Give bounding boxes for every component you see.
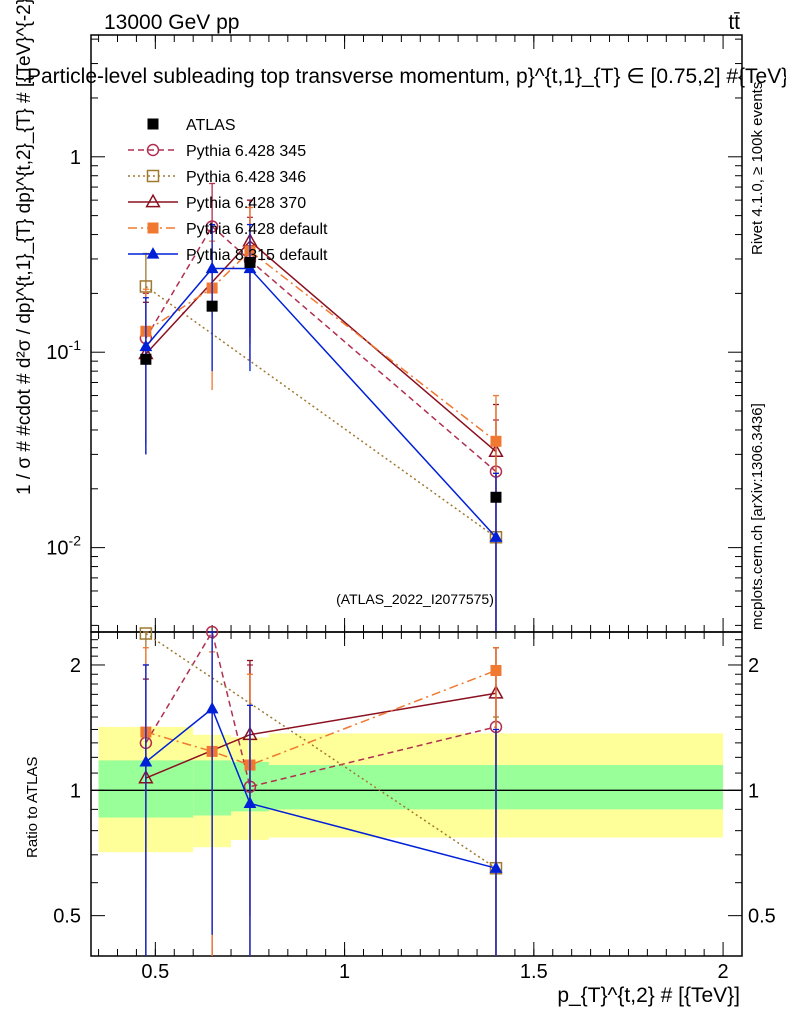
ratio-y-tick-label-right: 0.5 (748, 906, 776, 928)
analysis-id: (ATLAS_2022_I2077575) (336, 591, 494, 607)
legend-label-py8def: Pythia 8.315 default (186, 247, 328, 264)
y-tick-label: 10-2 (46, 533, 81, 560)
ratio-y-tick-label: 0.5 (53, 906, 81, 928)
ratio-point-py8def (243, 796, 257, 809)
ratio-line-py345 (145, 630, 497, 788)
ratio-line-py8def (145, 707, 497, 869)
chart-labels: 13000 GeV pp tt̄ Particle-level subleadi… (14, 0, 786, 1007)
legend-marker-py346 (146, 169, 160, 183)
x-tick-label: 2 (718, 961, 729, 983)
main-point-atlas (244, 256, 256, 268)
legend-label-py345: Pythia 6.428 345 (186, 143, 306, 160)
main-series-atlas (140, 256, 502, 503)
main-series-py8def (139, 223, 503, 632)
y-tick-label: 10-1 (46, 337, 81, 364)
main-point-py6def (490, 435, 502, 447)
main-line-py346 (145, 285, 497, 538)
legend-label-py370: Pythia 6.428 370 (186, 195, 306, 212)
ratio-point-py6def (490, 664, 502, 676)
ratio-plot-area: 0.5 0.5 1 1 2 2 0.5 1 1.5 2 (53, 625, 776, 983)
legend-marker-atlas (147, 118, 159, 130)
main-series-py346 (139, 252, 503, 632)
rivet-label: Rivet 4.1.0, ≥ 100k events (749, 82, 766, 255)
energy-label: 13000 GeV pp (104, 11, 239, 34)
mcplots-label: mcplots.cern.ch [arXiv:1306.3436] (749, 403, 766, 630)
ratio-y-tick-label: 1 (70, 780, 81, 802)
legend-marker-py345 (146, 143, 160, 157)
ratio-y-axis-label: Ratio to ATLAS (24, 757, 41, 858)
ratio-line-py6def (145, 669, 497, 766)
chart-title: Particle-level subleading top transverse… (27, 65, 786, 88)
legend-marker-py370 (145, 193, 161, 208)
y-tick-label: 1 (70, 147, 81, 169)
main-series-py370 (138, 199, 504, 632)
main-point-atlas (206, 300, 218, 312)
legend-label-py346: Pythia 6.428 346 (186, 169, 306, 186)
ratio-y-tick-label-right: 1 (748, 780, 759, 802)
main-point-atlas (140, 353, 152, 365)
ratio-y-tick-label-right: 2 (748, 655, 759, 677)
ratio-y-tick-label: 2 (70, 655, 81, 677)
y-axis-label: 1 / σ # #cdot # d²σ / dp}^{t,1}_{T} dp}^… (14, 0, 35, 495)
main-line-py8def (145, 267, 497, 538)
main-line-py6def (145, 249, 497, 442)
ratio-series-py8def (139, 631, 503, 956)
x-tick-label: 1.5 (520, 961, 548, 983)
x-tick-label: 0.5 (141, 961, 169, 983)
x-tick-label: 1 (339, 961, 350, 983)
main-line-py345 (145, 225, 497, 473)
ratio-frame (90, 631, 743, 957)
legend-marker-py8def (146, 247, 160, 259)
ratio-point-py8def (489, 861, 503, 873)
legend-label-py6def: Pythia 6.428 default (186, 221, 328, 238)
main-point-py8def (205, 261, 219, 274)
legend: ATLAS Pythia 6.428 345 Pythia 6.428 346 Pyt… (128, 117, 328, 264)
x-axis-label: p_{T}^{t,2} # [{TeV}] (557, 984, 740, 1007)
main-point-atlas (490, 491, 502, 503)
ratio-line-py346 (145, 632, 497, 869)
legend-label-atlas: ATLAS (186, 117, 236, 134)
main-point-py8def (489, 530, 503, 542)
legend-marker-py6def (147, 222, 159, 234)
ratio-point-py8def (139, 755, 153, 767)
ratio-point-py346 (139, 627, 153, 640)
ratio-point-py8def (205, 701, 219, 714)
main-plot-area: 10-2 10-1 1 ATLAS Pythia 6.428 345 Pythia 6.4… (46, 34, 743, 633)
main-point-py8def (139, 339, 153, 352)
main-series-py6def (140, 206, 502, 632)
process-label: tt̄ (728, 11, 740, 34)
